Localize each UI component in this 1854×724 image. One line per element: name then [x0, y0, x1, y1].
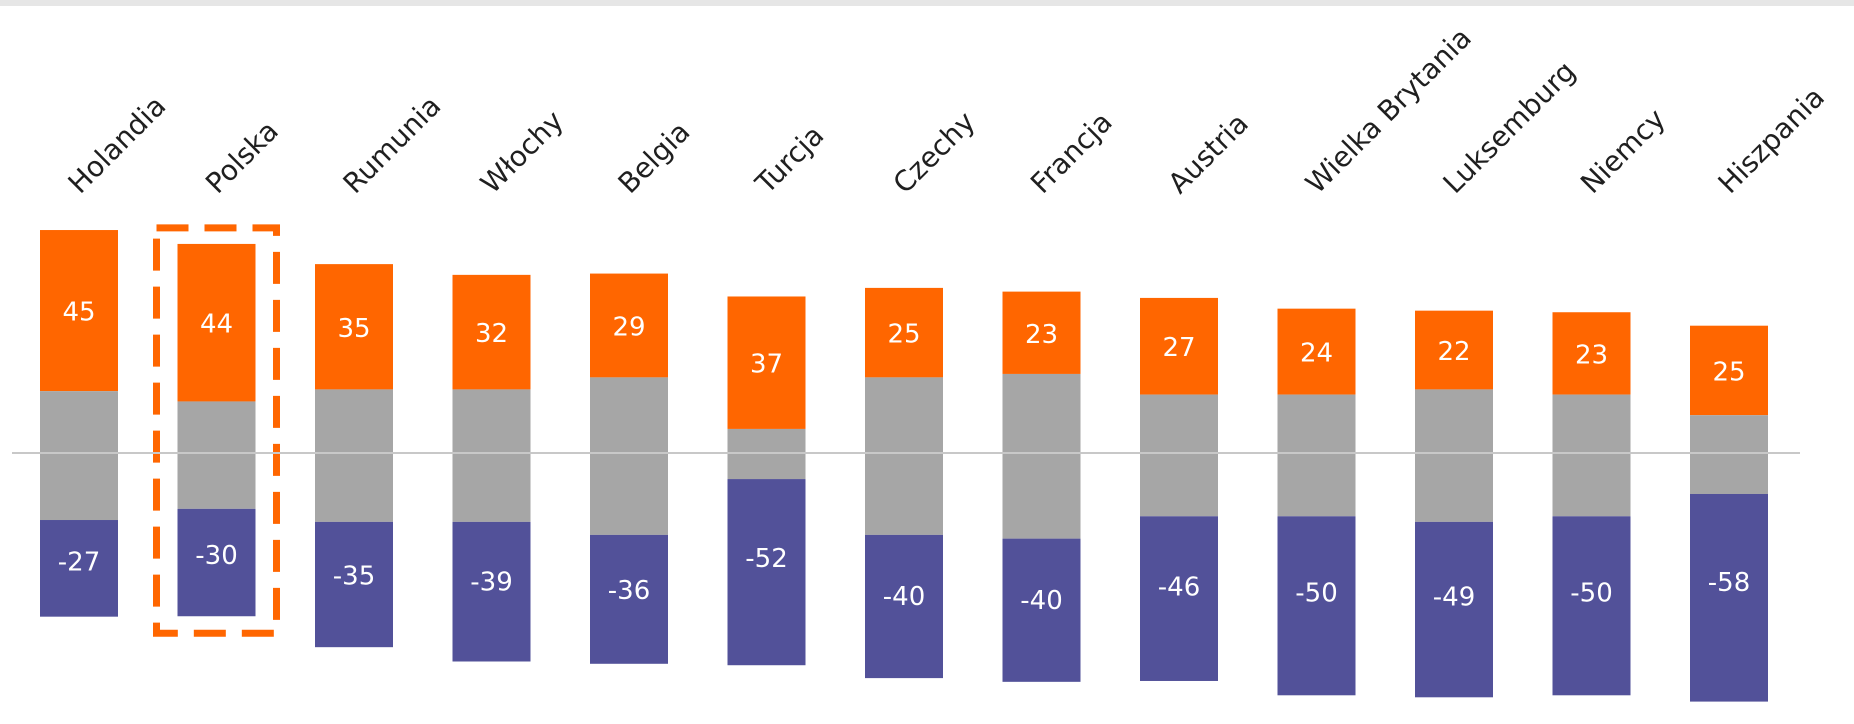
data-label-positive-6: 25 [887, 320, 920, 350]
bar-neutral-2 [315, 389, 393, 522]
category-label-6: Czechy [887, 105, 982, 200]
bar-negative-9 [1277, 516, 1356, 696]
data-label-negative-5: -52 [745, 544, 787, 574]
data-label-positive-11: 23 [1575, 340, 1608, 370]
bar-negative-2 [315, 521, 393, 648]
bar-neutral-1 [177, 401, 256, 509]
bar-positive-6 [865, 287, 943, 378]
bar-neutral-11 [1552, 394, 1631, 517]
data-label-positive-12: 25 [1712, 357, 1745, 387]
data-label-positive-7: 23 [1025, 320, 1058, 350]
data-label-negative-10: -49 [1433, 583, 1475, 613]
bar-neutral-10 [1415, 389, 1493, 522]
bar-positive-8 [1140, 297, 1218, 395]
top-band [0, 0, 1854, 6]
data-label-positive-8: 27 [1162, 333, 1195, 363]
data-label-positive-5: 37 [750, 350, 783, 380]
bar-positive-7 [1002, 291, 1081, 374]
category-label-3: Włochy [474, 104, 570, 200]
bar-negative-7 [1002, 538, 1081, 682]
data-label-negative-0: -27 [58, 548, 100, 578]
bar-negative-0 [40, 520, 118, 617]
data-label-negative-4: -36 [608, 576, 650, 606]
bar-negative-8 [1140, 516, 1218, 681]
data-label-positive-1: 44 [200, 310, 233, 340]
data-label-negative-9: -50 [1295, 578, 1337, 608]
bar-neutral-6 [865, 377, 943, 535]
data-label-positive-10: 22 [1437, 337, 1470, 367]
bar-negative-11 [1552, 516, 1631, 696]
category-label-0: Holandia [62, 89, 173, 200]
bar-negative-10 [1415, 521, 1493, 698]
data-label-negative-3: -39 [470, 568, 512, 598]
data-label-negative-1: -30 [195, 541, 237, 571]
bar-positive-0 [40, 230, 118, 392]
bar-neutral-9 [1277, 394, 1356, 517]
data-label-negative-2: -35 [333, 562, 375, 592]
bar-negative-4 [590, 534, 668, 664]
bar-negative-3 [452, 521, 531, 662]
bar-negative-1 [177, 508, 256, 617]
category-label-12: Hiszpania [1712, 81, 1831, 200]
category-label-7: Francja [1024, 105, 1119, 200]
bar-positive-12 [1690, 325, 1768, 416]
data-label-positive-2: 35 [337, 314, 370, 344]
bar-neutral-8 [1140, 394, 1218, 517]
data-label-positive-3: 32 [475, 319, 508, 349]
bar-neutral-0 [40, 391, 118, 521]
category-label-2: Rumunia [337, 89, 448, 200]
bar-negative-5 [727, 479, 806, 666]
data-label-negative-7: -40 [1020, 586, 1062, 616]
category-label-4: Belgia [612, 115, 697, 200]
bar-negative-12 [1690, 493, 1768, 702]
bar-positive-3 [452, 274, 531, 390]
category-label-11: Niemcy [1574, 102, 1672, 200]
bar-neutral-12 [1690, 415, 1768, 494]
bar-positive-5 [727, 296, 806, 429]
data-label-negative-11: -50 [1570, 578, 1612, 608]
bar-negative-6 [865, 534, 943, 679]
data-label-positive-0: 45 [62, 298, 95, 328]
data-label-positive-4: 29 [612, 312, 645, 342]
category-label-8: Austria [1162, 107, 1255, 200]
bar-neutral-3 [452, 389, 531, 522]
data-label-negative-12: -58 [1708, 568, 1750, 598]
bar-neutral-7 [1002, 373, 1081, 539]
bar-neutral-4 [590, 377, 668, 535]
data-label-positive-9: 24 [1300, 339, 1333, 369]
category-label-10: Luksemburg [1437, 55, 1582, 200]
bar-positive-2 [315, 264, 393, 390]
category-label-1: Polska [199, 114, 285, 200]
bar-positive-9 [1277, 308, 1356, 395]
bar-neutral-5 [727, 428, 806, 480]
highlight-box [153, 224, 280, 637]
data-label-negative-6: -40 [883, 582, 925, 612]
bar-positive-4 [590, 273, 668, 378]
category-label-5: Turcja [748, 119, 830, 201]
bar-positive-1 [177, 243, 256, 402]
data-label-negative-8: -46 [1158, 572, 1200, 602]
bar-positive-10 [1415, 310, 1493, 390]
bar-positive-11 [1552, 312, 1631, 395]
